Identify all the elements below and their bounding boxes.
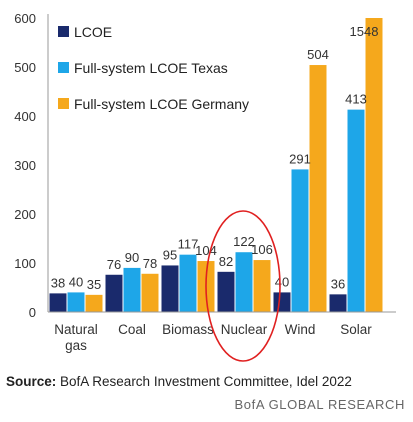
y-axis: 0 100 200 300 400 500 600 xyxy=(14,11,49,320)
y-tick-label: 0 xyxy=(29,305,36,320)
bar xyxy=(347,109,365,312)
bar xyxy=(253,260,271,312)
legend-swatch xyxy=(58,98,69,109)
data-label: 106 xyxy=(251,242,273,257)
legend-entry: Full-system LCOE Texas xyxy=(74,60,228,76)
data-label: 117 xyxy=(178,237,199,252)
bar xyxy=(273,292,291,312)
data-label: 76 xyxy=(107,257,121,272)
bar xyxy=(309,65,327,312)
data-label: 413 xyxy=(345,92,367,107)
bars xyxy=(49,18,383,312)
data-label: 504 xyxy=(307,47,329,62)
y-tick-label: 100 xyxy=(14,256,36,271)
data-label: 95 xyxy=(163,247,177,262)
x-tick-label: Natural xyxy=(54,322,98,337)
y-tick-label: 300 xyxy=(14,158,36,173)
data-label: 1548 xyxy=(350,24,379,39)
bar xyxy=(67,292,85,312)
bar xyxy=(179,254,197,312)
x-tick-label: Coal xyxy=(118,322,146,337)
x-tick-label: Solar xyxy=(340,322,372,337)
bar xyxy=(141,273,159,312)
y-tick-label: 500 xyxy=(14,60,36,75)
highlight-ellipse xyxy=(205,210,281,362)
legend-entry: LCOE xyxy=(74,24,112,40)
x-tick-label: Nuclear xyxy=(221,322,268,337)
bar xyxy=(105,274,123,312)
bar xyxy=(291,169,309,312)
y-tick-label: 400 xyxy=(14,109,36,124)
data-label: 36 xyxy=(331,276,345,291)
source-text: BofA Research Investment Committee, Idel… xyxy=(56,374,352,389)
data-label: 90 xyxy=(125,250,139,265)
legend-swatch xyxy=(58,26,69,37)
data-label: 291 xyxy=(289,151,311,166)
bar xyxy=(217,271,235,312)
bar xyxy=(85,294,103,312)
highlight-annotation xyxy=(205,210,281,362)
bar xyxy=(49,293,67,312)
y-tick-label: 200 xyxy=(14,207,36,222)
credit-label: BofA GLOBAL RESEARCH xyxy=(234,397,405,412)
data-label: 40 xyxy=(275,274,289,289)
data-label: 35 xyxy=(87,277,101,292)
x-tick-label: gas xyxy=(65,338,87,353)
source-label: Source: xyxy=(6,374,57,389)
legend-entry: Full-system LCOE Germany xyxy=(74,96,249,112)
bar-chart: 0 100 200 300 400 500 600 38 40 35 76 90 78 95117104… xyxy=(14,11,396,362)
data-label: 38 xyxy=(51,275,65,290)
data-label: 78 xyxy=(143,256,157,271)
bar xyxy=(235,252,253,312)
bar xyxy=(123,267,141,312)
bar xyxy=(365,18,383,312)
legend: LCOE Full-system LCOE Texas Full-system LC… xyxy=(58,24,249,112)
bar xyxy=(329,294,347,312)
data-label: 82 xyxy=(219,254,233,269)
source-note: Source: BofA Research Investment Committ… xyxy=(6,374,352,389)
x-tick-label: Biomass xyxy=(162,322,214,337)
x-tick-label: Wind xyxy=(285,322,316,337)
y-tick-label: 600 xyxy=(14,11,36,26)
data-label: 40 xyxy=(69,274,83,289)
data-label: 122 xyxy=(233,234,255,249)
legend-swatch xyxy=(58,62,69,73)
data-label: 104 xyxy=(195,243,217,258)
bar xyxy=(161,265,179,312)
